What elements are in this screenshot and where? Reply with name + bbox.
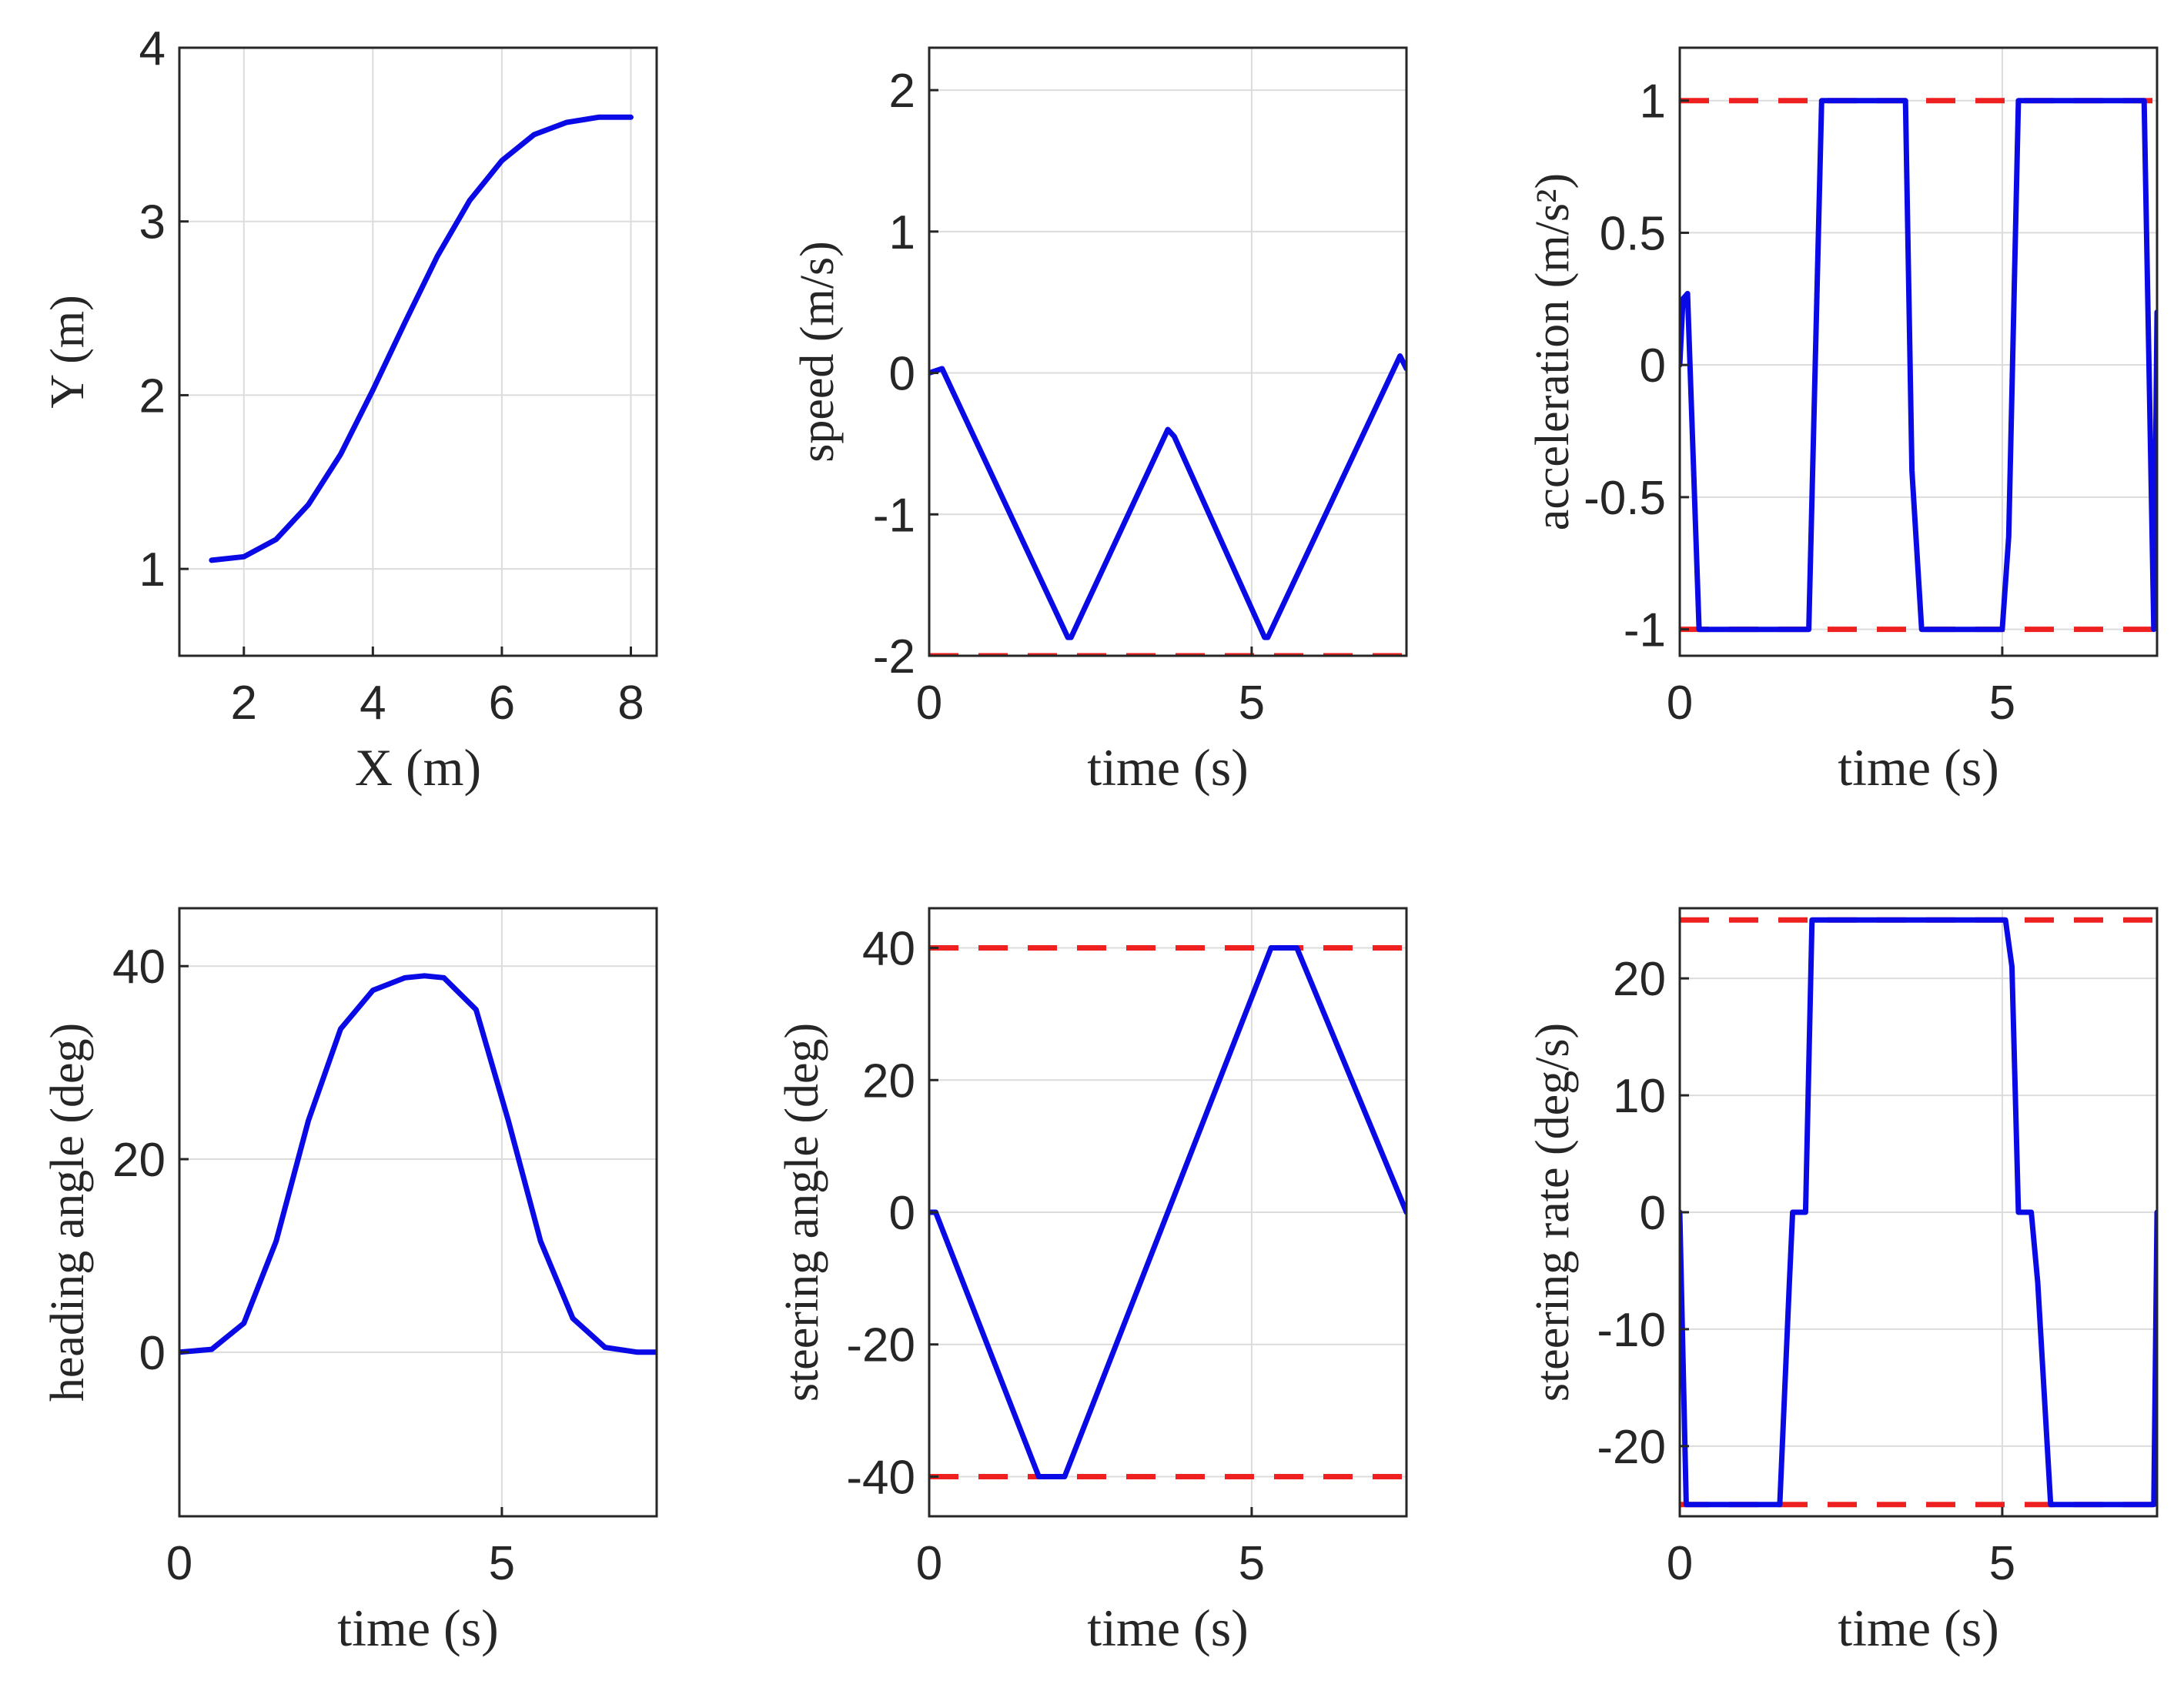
y-axis-label: speed (m/s)	[791, 241, 844, 463]
x-axis-label: X (m)	[355, 738, 481, 797]
x-tick-label: 4	[360, 677, 386, 730]
x-axis-label: time (s)	[337, 1599, 499, 1657]
chart-steering-angle: 0 5 -40 -20 0 20 40 time (s) steering angle (deg…	[776, 907, 1408, 1657]
y-tick-label: 20	[112, 1134, 166, 1187]
y-tick-label: -40	[846, 1451, 915, 1504]
y-tick-label: -1	[1624, 604, 1666, 657]
series-line	[209, 114, 634, 563]
x-tick-label: 0	[166, 1537, 192, 1590]
x-tick-label: 5	[1239, 677, 1265, 730]
y-tick-label: 1	[139, 543, 166, 597]
y-tick-label: -0.5	[1584, 472, 1666, 525]
x-tick-label: 5	[1989, 1537, 2015, 1590]
y-tick-label: 2	[889, 65, 915, 118]
x-axis-label: time (s)	[1087, 738, 1249, 797]
y-tick-label: -1	[873, 489, 915, 542]
y-tick-label: 0	[889, 1187, 915, 1240]
series-line	[1680, 917, 2157, 1508]
x-tick-label: 0	[1667, 677, 1693, 730]
chart-heading-angle: 0 5 0 20 40 time (s) heading angle (deg)	[42, 907, 658, 1657]
y-axis-label: steering rate (deg/s)	[1527, 1023, 1579, 1402]
y-tick-label: 4	[139, 22, 166, 75]
plot-frame	[1678, 46, 2159, 657]
y-tick-label: -10	[1597, 1304, 1666, 1357]
chart-acceleration: 0 5 -1 -0.5 0 0.5 1 time (s) acceleration (m/s²)	[1527, 46, 2159, 797]
x-tick-label: 2	[231, 677, 257, 730]
series-line	[179, 973, 657, 1355]
x-tick-label: 5	[1989, 677, 2015, 730]
y-tick-label: 0	[889, 348, 915, 401]
x-tick-label: 0	[1667, 1537, 1693, 1590]
x-tick-label: 5	[1239, 1537, 1265, 1590]
x-tick-label: 8	[617, 677, 644, 730]
x-tick-label: 6	[489, 677, 515, 730]
y-axis-label: acceleration (m/s²)	[1527, 173, 1579, 530]
plot-frame	[928, 46, 1408, 657]
y-tick-label: 20	[862, 1054, 915, 1108]
y-tick-label: 0	[1640, 1187, 1666, 1240]
y-tick-label: 40	[862, 923, 915, 976]
x-axis-label: time (s)	[1087, 1599, 1249, 1657]
y-tick-label: 2	[139, 369, 166, 423]
chart-speed: 0 5 -2 -1 0 1 2 time (s) speed (m/s)	[791, 46, 1408, 797]
x-tick-label: 0	[916, 677, 942, 730]
x-axis-label: time (s)	[1838, 1599, 1999, 1657]
chart-steering-rate: 0 5 -20 -10 0 10 20 time (s) steering rate (deg/…	[1527, 907, 2159, 1657]
plot-frame	[178, 907, 658, 1518]
plot-frame	[178, 46, 658, 657]
y-tick-label: 0	[139, 1327, 166, 1380]
y-tick-label: 20	[1613, 953, 1666, 1006]
y-tick-label: 0	[1640, 339, 1666, 393]
y-tick-label: 1	[1640, 75, 1666, 129]
y-tick-label: 1	[889, 206, 915, 259]
y-tick-label: 10	[1613, 1070, 1666, 1123]
y-axis-label: Y (m)	[42, 295, 94, 409]
x-tick-label: 0	[916, 1537, 942, 1590]
y-axis-label: steering angle (deg)	[776, 1023, 828, 1402]
y-tick-label: 3	[139, 196, 166, 249]
series-line	[929, 353, 1406, 640]
series-line	[1680, 98, 2157, 633]
y-tick-label: 0.5	[1600, 207, 1666, 260]
x-tick-label: 5	[489, 1537, 515, 1590]
y-tick-label: -2	[873, 630, 915, 683]
y-tick-label: -20	[1597, 1421, 1666, 1474]
chart-trajectory: 2 4 6 8 1 2 3 4 X (m) Y (m)	[42, 22, 658, 797]
x-axis-label: time (s)	[1838, 738, 1999, 797]
y-tick-label: 40	[112, 941, 166, 994]
y-axis-label: heading angle (deg)	[42, 1023, 94, 1402]
y-tick-label: -20	[846, 1319, 915, 1372]
